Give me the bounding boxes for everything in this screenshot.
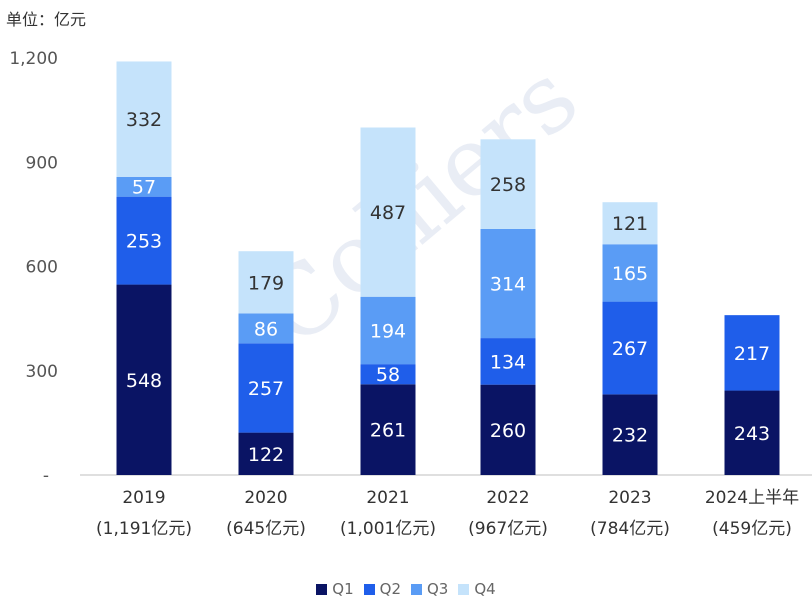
y-tick-label: 600 (26, 258, 58, 278)
bar-segment-q2 (480, 338, 536, 385)
bar-segment-q1 (724, 390, 780, 475)
legend-label: Q3 (427, 580, 449, 598)
bar-segment-q3 (360, 296, 416, 365)
legend-swatch (411, 583, 422, 595)
legend-item-q3: Q3 (411, 580, 448, 598)
legend-label: Q2 (379, 580, 401, 598)
legend-item-q1: Q1 (316, 580, 354, 598)
x-category-label: 2021 (366, 488, 409, 508)
x-category-label: 2022 (486, 488, 529, 508)
y-tick-label: 900 (26, 153, 58, 173)
bar-segment-q4 (360, 127, 416, 297)
legend-label: Q1 (332, 580, 354, 598)
chart-legend: Q1 Q2 Q3 Q4 (0, 580, 812, 599)
x-category-total-label: (967亿元) (468, 519, 548, 539)
x-category-total-label: (1,191亿元) (96, 519, 192, 539)
data-label: 332 (126, 109, 162, 131)
data-label: 548 (126, 370, 162, 392)
x-category-label: 2020 (244, 488, 287, 508)
data-label: 258 (490, 174, 526, 196)
bar-segment-q2 (602, 301, 658, 395)
bar-segment-q3 (602, 244, 658, 302)
x-category-total-label: (645亿元) (226, 519, 306, 539)
data-label: 260 (490, 420, 526, 442)
data-label: 217 (734, 343, 770, 365)
legend-item-q2: Q2 (363, 580, 401, 598)
data-label: 179 (248, 272, 284, 294)
data-label: 194 (370, 320, 406, 342)
data-label: 121 (612, 213, 648, 235)
data-label: 314 (490, 274, 526, 296)
bar-segment-q3 (116, 176, 172, 197)
data-label: 243 (734, 423, 770, 445)
x-category-total-label: (459亿元) (712, 519, 792, 539)
data-label: 487 (370, 202, 406, 224)
x-category-label: 2023 (608, 488, 651, 508)
bar-segment-q2 (360, 364, 416, 385)
bar-segment-q3 (480, 228, 536, 339)
x-category-label: 2019 (122, 488, 165, 508)
unit-label: 单位：亿元 (6, 10, 87, 29)
data-label: 232 (612, 425, 648, 447)
bar-segment-q2 (116, 196, 172, 285)
data-label: 122 (248, 444, 284, 466)
legend-swatch (363, 583, 375, 595)
bar-segment-q1 (238, 432, 294, 475)
bar-segment-q1 (360, 384, 416, 475)
legend-swatch (316, 583, 328, 595)
data-label: 253 (126, 231, 162, 253)
data-label: 261 (370, 420, 406, 442)
data-label: 165 (612, 263, 648, 285)
bar-segment-q1 (602, 394, 658, 475)
bar-segment-q4 (238, 251, 294, 314)
bar-segment-q4 (116, 61, 172, 177)
bar-segment-q1 (480, 384, 536, 475)
data-label: 58 (376, 364, 400, 386)
bar-segment-q2 (724, 315, 780, 391)
legend-swatch (458, 583, 470, 595)
bar-segment-q4 (602, 202, 658, 245)
y-tick-label: 300 (26, 362, 58, 382)
data-label: 267 (612, 338, 648, 360)
data-label: 134 (490, 351, 526, 373)
data-label: 57 (132, 177, 156, 199)
y-tick-label: - (43, 466, 49, 486)
legend-item-q4: Q4 (458, 580, 496, 598)
x-category-total-label: (784亿元) (590, 519, 670, 539)
x-category-total-label: (1,001亿元) (340, 519, 436, 539)
y-tick-label: 1,200 (9, 49, 58, 69)
stacked-bar-chart: Colliers-3006009001,200548253573322019(1… (9, 41, 812, 539)
bar-segment-q3 (238, 313, 294, 344)
data-label: 86 (254, 318, 278, 340)
bar-segment-q4 (480, 139, 536, 229)
bar-segment-q1 (116, 284, 172, 475)
x-category-label: 2024上半年 (705, 488, 799, 508)
data-label: 257 (248, 378, 284, 400)
legend-label: Q4 (474, 580, 496, 598)
bar-segment-q2 (238, 343, 294, 433)
